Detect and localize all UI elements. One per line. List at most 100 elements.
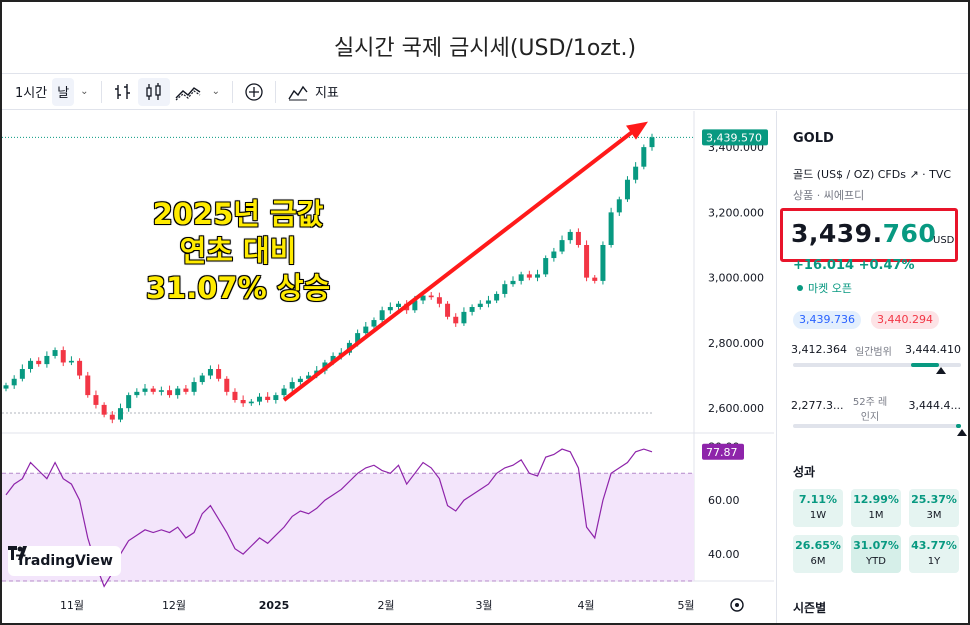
candle-body[interactable]: [363, 326, 369, 334]
candle-body[interactable]: [567, 231, 573, 241]
performance-tile-1y[interactable]: 43.77% 1Y: [909, 535, 959, 573]
chevron-down-icon[interactable]: ⌄: [211, 86, 220, 97]
candle-body[interactable]: [167, 390, 173, 396]
candle-body[interactable]: [52, 350, 58, 356]
candle-body[interactable]: [371, 320, 377, 327]
candle-body[interactable]: [150, 388, 156, 392]
candle-body[interactable]: [624, 179, 630, 200]
interval-label: 날: [57, 86, 70, 101]
symbol-name[interactable]: GOLD: [793, 131, 834, 146]
candle-body[interactable]: [68, 360, 74, 363]
candle-body[interactable]: [248, 401, 254, 404]
interval-day-button[interactable]: 날: [52, 77, 75, 106]
candle-body[interactable]: [445, 303, 451, 317]
candle-body[interactable]: [633, 166, 639, 180]
exchange-label: TVC: [929, 168, 952, 181]
candle-body[interactable]: [207, 369, 213, 376]
add-plus-icon[interactable]: [239, 78, 269, 106]
candle-body[interactable]: [436, 297, 442, 304]
candle-body[interactable]: [36, 360, 42, 365]
candle-body[interactable]: [101, 404, 107, 415]
candle-body[interactable]: [240, 400, 246, 404]
candle-body[interactable]: [330, 355, 336, 363]
chart-area[interactable]: 3,400.000 3,200.000 3,000.000 2,800.000 2,60…: [2, 111, 774, 623]
candle-body[interactable]: [379, 310, 385, 321]
compare-chart-icon[interactable]: [170, 78, 206, 106]
candle-body[interactable]: [526, 274, 532, 278]
bar-chart-icon[interactable]: [108, 78, 138, 106]
candle-body[interactable]: [273, 395, 279, 400]
tradingview-logo[interactable]: TradingView: [8, 546, 121, 576]
chevron-down-icon[interactable]: ⌄: [80, 86, 89, 97]
candle-body[interactable]: [494, 293, 500, 301]
candle-body[interactable]: [535, 274, 541, 278]
performance-tile-6m[interactable]: 26.65% 6M: [793, 535, 843, 573]
candle-body[interactable]: [510, 280, 516, 285]
candle-body[interactable]: [518, 274, 524, 281]
candle-body[interactable]: [158, 390, 164, 392]
candle-body[interactable]: [584, 245, 590, 278]
candle-body[interactable]: [551, 251, 557, 259]
candle-body[interactable]: [134, 391, 140, 396]
candle-body[interactable]: [289, 382, 295, 389]
candle-body[interactable]: [306, 375, 312, 379]
performance-tile-ytd[interactable]: 31.07% YTD: [851, 535, 901, 573]
candle-body[interactable]: [281, 388, 287, 396]
candlestick-icon[interactable]: [137, 77, 170, 106]
candle-body[interactable]: [256, 396, 262, 402]
candle-body[interactable]: [420, 295, 426, 301]
candle-body[interactable]: [453, 316, 459, 324]
candle-body[interactable]: [19, 369, 25, 379]
candle-body[interactable]: [11, 378, 17, 386]
settings-gear-icon[interactable]: [730, 598, 744, 612]
candle-body[interactable]: [60, 350, 66, 363]
candle-body[interactable]: [641, 147, 647, 167]
candle-body[interactable]: [216, 369, 222, 379]
candle-body[interactable]: [191, 382, 197, 392]
candle-body[interactable]: [355, 333, 361, 343]
candle-body[interactable]: [485, 300, 491, 304]
candle-body[interactable]: [28, 360, 34, 369]
candle-body[interactable]: [575, 231, 581, 245]
candle-body[interactable]: [461, 311, 467, 324]
candle-body[interactable]: [649, 137, 655, 148]
candle-body[interactable]: [183, 388, 189, 392]
candle-body[interactable]: [44, 355, 50, 365]
candle-body[interactable]: [265, 396, 271, 400]
candle-body[interactable]: [477, 303, 483, 307]
candle-body[interactable]: [142, 388, 148, 392]
candle-body[interactable]: [117, 408, 123, 420]
candle-body[interactable]: [428, 295, 434, 298]
interval-1h-button[interactable]: 1시간: [10, 78, 52, 106]
external-link-icon[interactable]: ↗: [909, 168, 919, 181]
week52-low: 2,277.3...: [791, 399, 844, 412]
candle-body[interactable]: [592, 277, 598, 281]
performance-tile-1w[interactable]: 7.11% 1W: [793, 489, 843, 527]
candle-body[interactable]: [232, 391, 238, 400]
candle-body[interactable]: [559, 240, 565, 252]
candle-body[interactable]: [608, 212, 614, 245]
performance-tile-3m[interactable]: 25.37% 3M: [909, 489, 959, 527]
candle-body[interactable]: [297, 378, 303, 383]
candle-body[interactable]: [93, 395, 99, 405]
symbol-description-text[interactable]: 골드 (US$ / OZ) CFDs: [793, 168, 906, 181]
candle-body[interactable]: [502, 284, 508, 294]
candle-body[interactable]: [109, 414, 115, 420]
candle-body[interactable]: [77, 360, 83, 376]
candle-body[interactable]: [616, 199, 622, 213]
candle-body[interactable]: [600, 245, 606, 281]
performance-tile-1m[interactable]: 12.99% 1M: [851, 489, 901, 527]
candle-body[interactable]: [469, 307, 475, 312]
candle-body[interactable]: [175, 388, 181, 396]
candle-body[interactable]: [543, 258, 549, 275]
candle-body[interactable]: [126, 395, 132, 409]
week52-range-marker: [956, 424, 961, 428]
candle-body[interactable]: [199, 375, 205, 383]
candle-body[interactable]: [85, 375, 91, 396]
candle-body[interactable]: [387, 307, 393, 311]
indicators-button[interactable]: 지표: [282, 78, 344, 106]
candle-body[interactable]: [412, 300, 418, 311]
candle-body[interactable]: [224, 378, 230, 392]
candle-body[interactable]: [3, 385, 9, 389]
candle-body[interactable]: [396, 303, 402, 307]
